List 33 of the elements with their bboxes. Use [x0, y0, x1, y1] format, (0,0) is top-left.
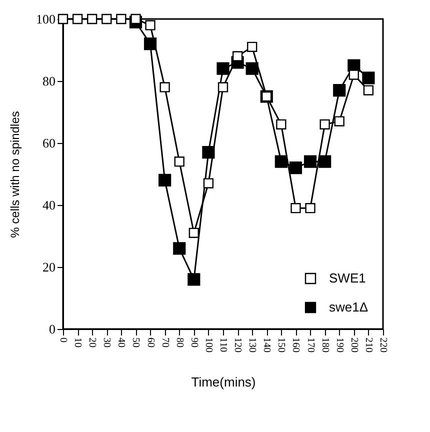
- x-tick-label: 70: [159, 338, 170, 348]
- y-axis-title: % cells with no spindles: [8, 111, 22, 238]
- x-axis-title: Time(mins): [191, 374, 256, 390]
- y-tick-label: 60: [42, 136, 56, 150]
- x-tick-label: 170: [304, 338, 316, 352]
- x-tick-label: 220: [378, 338, 388, 352]
- x-tick-label: 150: [276, 338, 287, 352]
- x-tick-label: 40: [116, 338, 127, 348]
- legend-label: swe1Δ: [329, 300, 368, 314]
- x-tick-label: 20: [86, 338, 98, 348]
- y-tick-label: 80: [42, 74, 56, 88]
- x-tick-label: 180: [319, 338, 330, 352]
- y-tick-label: 40: [42, 198, 56, 212]
- x-tick-label: 30: [101, 338, 112, 348]
- legend-label: SWE1: [329, 270, 366, 286]
- x-tick-label: 0: [58, 338, 68, 342]
- x-tick-label: 10: [72, 338, 84, 348]
- x-tick-label: 110: [218, 338, 228, 352]
- x-tick-label: 200: [348, 338, 360, 352]
- x-tick-label: 190: [334, 338, 345, 352]
- y-tick-label: 0: [49, 322, 56, 336]
- x-tick-label: 100: [202, 338, 214, 352]
- x-tick-label: 130: [246, 338, 258, 352]
- x-tick-label: 140: [261, 338, 272, 352]
- x-tick-label: 90: [188, 338, 200, 348]
- y-tick-label: 100: [36, 12, 56, 26]
- y-tick-label: 20: [42, 260, 56, 274]
- x-tick-label: 160: [290, 338, 302, 352]
- x-tick-label: 60: [144, 338, 156, 348]
- x-tick-label: 50: [130, 338, 142, 348]
- x-tick-label: 120: [232, 338, 244, 352]
- x-tick-label: 80: [174, 338, 185, 348]
- x-tick-label: 210: [362, 338, 374, 352]
